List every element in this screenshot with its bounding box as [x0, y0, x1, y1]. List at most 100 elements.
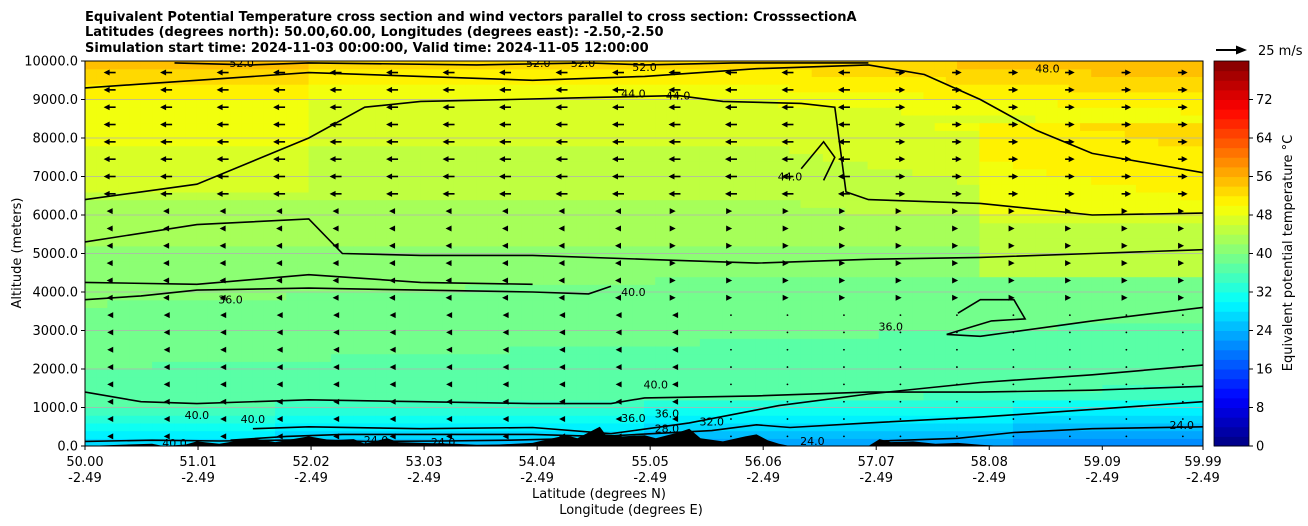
field-cell — [1180, 284, 1193, 293]
field-cell — [1012, 399, 1025, 409]
field-cell — [275, 299, 287, 308]
field-cell — [96, 161, 108, 170]
field-cell — [286, 345, 299, 355]
field-cell — [789, 253, 802, 262]
field-cell — [1147, 399, 1159, 409]
field-cell — [1124, 238, 1137, 247]
field-cell — [755, 114, 768, 124]
field-cell — [219, 392, 231, 401]
field-cell — [945, 292, 958, 301]
field-cell — [733, 161, 746, 170]
field-cell — [878, 191, 891, 201]
field-cell — [509, 353, 522, 362]
field-cell — [118, 353, 131, 362]
field-cell — [174, 145, 187, 154]
field-cell — [822, 322, 835, 332]
field-cell — [263, 222, 276, 231]
field-cell — [286, 168, 299, 178]
field-cell — [185, 261, 198, 270]
field-cell — [621, 384, 634, 393]
field-cell — [945, 176, 958, 185]
field-cell — [297, 91, 310, 101]
field-cell — [644, 191, 656, 201]
field-cell — [398, 392, 410, 401]
field-cell — [979, 130, 992, 139]
field-cell — [666, 122, 679, 131]
field-cell — [722, 430, 735, 439]
field-cell — [532, 84, 544, 93]
field-cell — [409, 76, 421, 85]
field-cell — [152, 99, 164, 108]
field-cell — [811, 130, 824, 139]
field-cell — [465, 99, 477, 108]
field-cell — [465, 399, 477, 409]
field-cell — [711, 369, 723, 378]
field-cell — [241, 384, 254, 393]
field-cell — [1068, 415, 1081, 424]
field-cell — [163, 392, 176, 401]
field-cell — [297, 261, 310, 270]
field-cell — [353, 330, 366, 339]
field-cell — [1102, 422, 1115, 432]
field-cell — [621, 153, 634, 162]
field-cell — [822, 345, 835, 355]
field-cell — [409, 145, 421, 154]
field-cell — [565, 284, 578, 293]
field-cell — [990, 384, 1003, 393]
field-cell — [923, 261, 936, 270]
field-cell — [129, 299, 142, 308]
field-cell — [174, 399, 187, 409]
field-cell — [755, 345, 768, 355]
field-cell — [364, 68, 377, 77]
field-cell — [621, 114, 634, 124]
field-cell — [889, 122, 902, 131]
field-cell — [1158, 191, 1171, 201]
field-cell — [1180, 76, 1193, 85]
field-cell — [811, 215, 824, 224]
field-cell — [722, 384, 735, 393]
field-cell — [599, 199, 612, 208]
field-cell — [688, 145, 701, 154]
field-cell — [699, 99, 712, 108]
field-cell — [420, 91, 433, 101]
field-cell — [353, 114, 366, 124]
field-cell — [1001, 276, 1014, 285]
field-cell — [688, 322, 701, 332]
field-cell — [453, 161, 466, 170]
field-cell — [1113, 230, 1126, 239]
field-cell — [688, 307, 701, 316]
field-cell — [856, 76, 869, 85]
field-cell — [621, 68, 634, 77]
field-cell — [543, 392, 556, 401]
field-cell — [666, 268, 679, 278]
field-cell — [241, 330, 254, 339]
field-cell — [1191, 153, 1203, 162]
field-cell — [107, 153, 120, 162]
field-cell — [1068, 238, 1081, 247]
field-cell — [319, 338, 332, 347]
field-cell — [118, 307, 131, 316]
field-cell — [297, 245, 310, 255]
field-cell — [666, 145, 679, 154]
field-cell — [1135, 322, 1148, 332]
field-cell — [990, 184, 1003, 193]
field-cell — [576, 345, 589, 355]
field-cell — [889, 184, 902, 193]
field-cell — [968, 399, 980, 409]
field-cell — [1113, 68, 1126, 77]
field-cell — [923, 176, 936, 185]
field-cell — [532, 315, 544, 324]
field-cell — [487, 76, 500, 85]
field-cell — [163, 299, 176, 308]
field-cell — [733, 253, 746, 262]
field-cell — [990, 276, 1003, 285]
field-cell — [889, 430, 902, 439]
field-cell — [800, 384, 813, 393]
field-cell — [129, 222, 142, 231]
field-cell — [319, 292, 332, 301]
field-cell — [688, 153, 701, 162]
field-cell — [364, 138, 377, 147]
field-cell — [632, 307, 645, 316]
field-cell — [353, 153, 366, 162]
field-cell — [509, 76, 522, 85]
